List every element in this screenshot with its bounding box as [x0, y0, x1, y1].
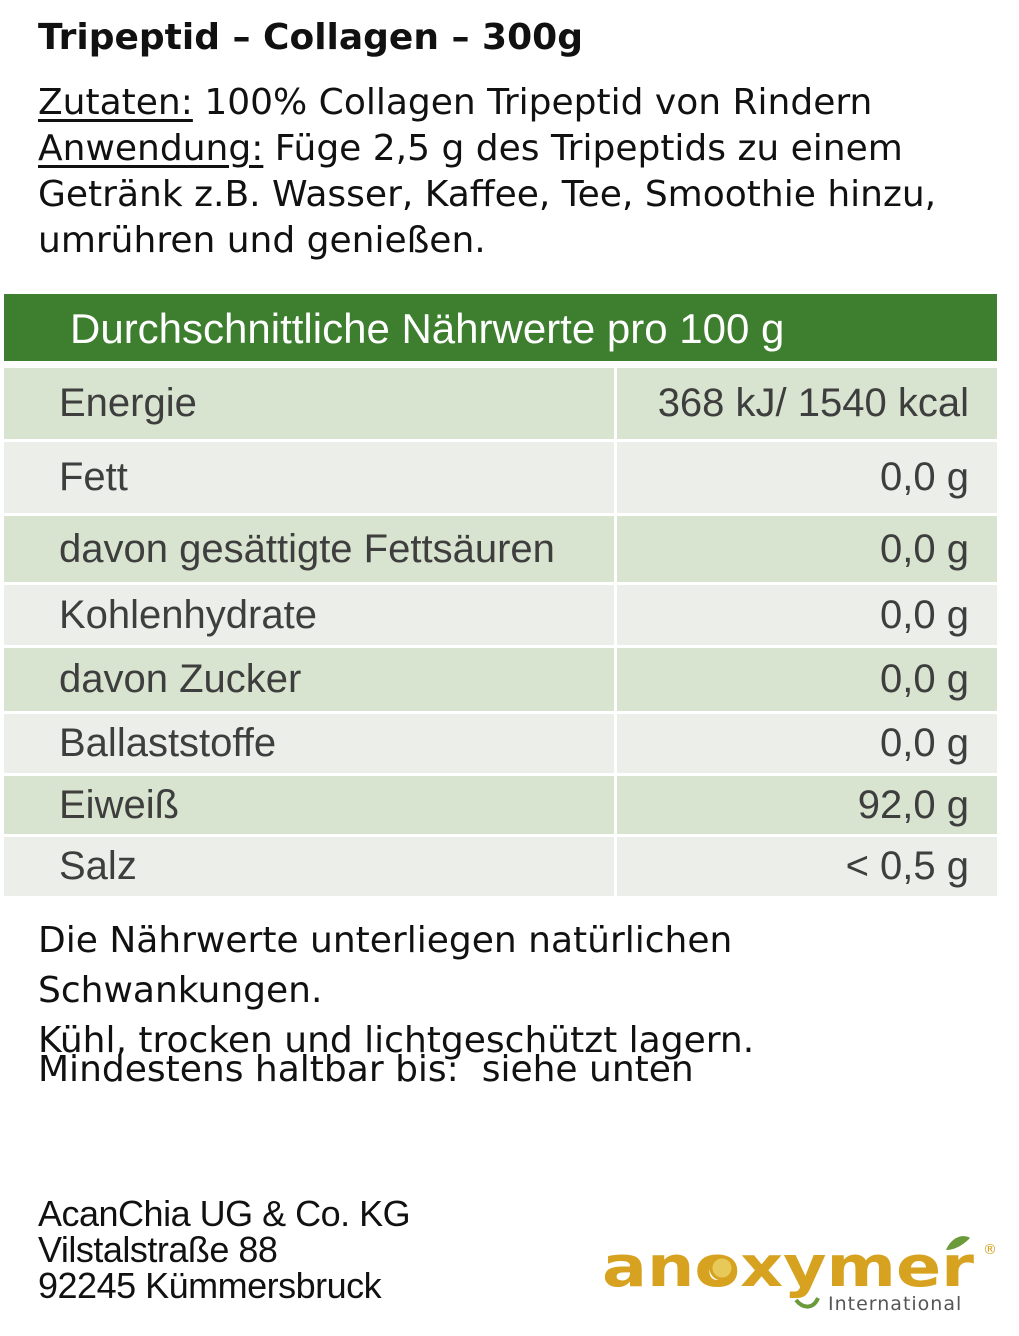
nutrition-row-fiber: Ballaststoffe 0,0 g — [4, 714, 997, 776]
usage-text: Füge 2,5 g des Tripeptids zu einem Geträ… — [38, 128, 937, 261]
nutrition-label: Energie — [4, 368, 617, 439]
logo-leaf-icon — [946, 1236, 970, 1250]
ingredients-label: Zutaten: — [38, 82, 193, 123]
note-line-variation: Die Nährwerte unterliegen natürlichen Sc… — [38, 920, 733, 1011]
best-before-text: Mindestens haltbar bis: siehe unten — [38, 1049, 694, 1090]
nutrition-label: Salz — [4, 837, 617, 896]
nutrition-value: 0,0 g — [880, 526, 969, 571]
nutrition-value: 92,0 g — [857, 782, 969, 827]
nutrition-label: Fett — [4, 442, 617, 513]
nutrition-value: 0,0 g — [880, 592, 969, 637]
nutrition-row-protein: Eiweiß 92,0 g — [4, 776, 997, 837]
logo-swirl-icon — [794, 1297, 820, 1309]
nutrition-row-carbohydrates: Kohlenhydrate 0,0 g — [4, 585, 997, 648]
nutrition-value: 368 kJ/ 1540 kcal — [657, 381, 969, 425]
nutrition-label: davon gesättigte Fettsäuren — [4, 516, 617, 582]
nutrition-value: 0,0 g — [880, 657, 969, 701]
logo-subtitle: International — [828, 1293, 962, 1315]
nutrition-row-salt: Salz < 0,5 g — [4, 837, 997, 896]
nutrition-table-header: Durchschnittliche Nährwerte pro 100 g — [4, 294, 997, 361]
nutrition-value: < 0,5 g — [845, 844, 969, 888]
logo-wordmark: anoxymer — [602, 1235, 974, 1300]
anoxymer-logo: anoxymer International ® — [602, 1235, 997, 1315]
nutrition-table: Durchschnittliche Nährwerte pro 100 g En… — [4, 294, 997, 896]
company-name: AcanChia UG & Co. KG — [38, 1193, 411, 1234]
nutrition-value: 0,0 g — [880, 455, 969, 499]
ingredients-usage-block: Zutaten: 100% Collagen Tripeptid von Rin… — [38, 80, 998, 264]
nutrition-label: Ballaststoffe — [4, 714, 617, 773]
nutrition-row-sugar: davon Zucker 0,0 g — [4, 648, 997, 714]
ingredients-line: Zutaten: 100% Collagen Tripeptid von Rin… — [38, 80, 998, 126]
product-title: Tripeptid – Collagen – 300g — [38, 17, 583, 58]
ingredients-text: 100% Collagen Tripeptid von Rindern — [192, 82, 873, 123]
nutrition-note: Die Nährwerte unterliegen natürlichen Sc… — [38, 916, 1008, 1066]
nutrition-row-energy: Energie 368 kJ/ 1540 kcal — [4, 368, 997, 442]
company-street: Vilstalstraße 88 — [38, 1229, 278, 1270]
usage-line: Anwendung: Füge 2,5 g des Tripeptids zu … — [38, 126, 998, 264]
nutrition-label: Kohlenhydrate — [4, 585, 617, 645]
logo-flower-icon — [709, 1255, 735, 1281]
nutrition-row-saturated-fat: davon gesättigte Fettsäuren 0,0 g — [4, 516, 997, 585]
company-address: AcanChia UG & Co. KG Vilstalstraße 88 92… — [38, 1193, 411, 1306]
nutrition-row-fat: Fett 0,0 g — [4, 442, 997, 516]
usage-label: Anwendung: — [38, 128, 264, 169]
nutrition-label: Eiweiß — [4, 776, 617, 834]
company-city: 92245 Kümmersbruck — [38, 1265, 382, 1306]
nutrition-value: 0,0 g — [880, 721, 969, 765]
logo-registered-mark: ® — [983, 1242, 997, 1258]
note-line-storage: Kühl, trocken und lichtgeschützt lagern. — [38, 1020, 755, 1061]
header-divider — [4, 361, 997, 368]
nutrition-label: davon Zucker — [4, 648, 617, 711]
